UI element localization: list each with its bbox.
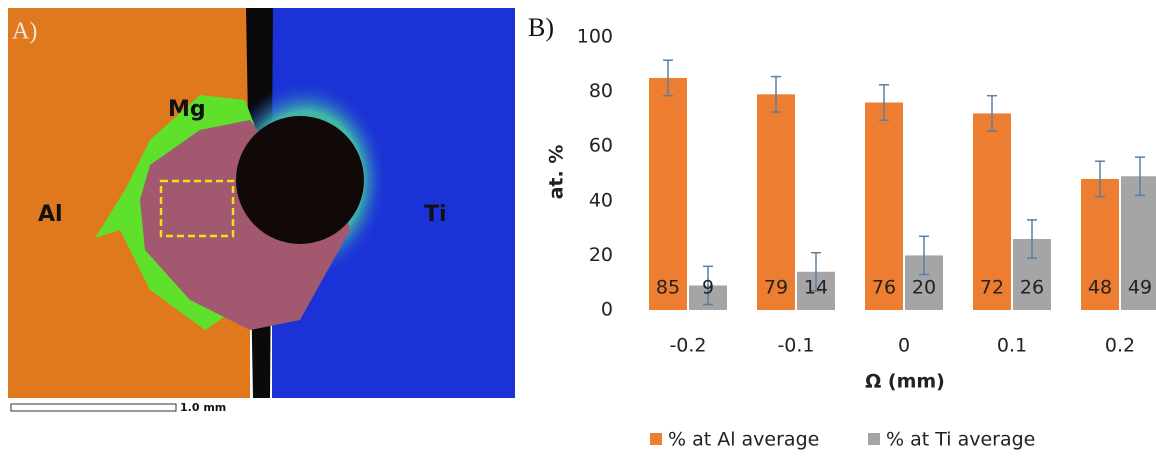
error-bar — [663, 59, 673, 97]
x-tick-label: -0.1 — [777, 335, 814, 357]
y-tick-label: 40 — [589, 189, 613, 211]
x-tick-label: -0.2 — [669, 335, 706, 357]
region-label: Ti — [424, 202, 447, 227]
bar — [757, 94, 795, 310]
panel-label: A) — [12, 19, 37, 45]
scale-label: 1.0 mm — [180, 401, 226, 414]
scale-bar — [10, 403, 177, 412]
value-label: 20 — [912, 277, 936, 299]
error-bar — [1027, 219, 1037, 259]
y-axis-title: at. % — [546, 145, 568, 200]
x-axis-title: Ω (mm) — [865, 371, 945, 393]
value-label: 72 — [980, 277, 1004, 299]
error-bar — [703, 265, 713, 306]
legend-label: % at Al average — [668, 429, 819, 451]
region-label: Al — [38, 202, 63, 227]
region-label: Mg — [168, 97, 206, 122]
legend-swatch — [650, 433, 662, 445]
y-tick-label: 0 — [601, 299, 613, 321]
error-bar — [811, 251, 821, 292]
value-label: 48 — [1088, 277, 1112, 299]
bar — [973, 113, 1011, 310]
error-bar — [879, 84, 889, 122]
x-tick-label: 0.1 — [997, 335, 1027, 357]
micrograph: A) Mg Al Ti 1.0 mm — [8, 8, 515, 414]
legend-swatch — [868, 433, 880, 445]
value-label: 14 — [804, 277, 828, 299]
bar — [1081, 178, 1119, 310]
value-label: 76 — [872, 277, 896, 299]
bar — [649, 77, 687, 310]
value-label: 49 — [1128, 277, 1152, 299]
y-tick-label: 100 — [577, 26, 613, 48]
error-bar — [987, 94, 997, 132]
bar — [865, 102, 903, 311]
error-bar — [1135, 156, 1145, 197]
y-tick-label: 60 — [589, 135, 613, 157]
panel-label: B) — [528, 13, 554, 42]
y-tick-label: 80 — [589, 80, 613, 102]
error-bar — [919, 235, 929, 276]
value-label: 85 — [656, 277, 680, 299]
y-tick-label: 20 — [589, 244, 613, 266]
legend-label: % at Ti average — [886, 429, 1035, 451]
selection-box — [159, 179, 235, 238]
bar — [1121, 176, 1156, 310]
x-tick-label: 0.2 — [1105, 335, 1135, 357]
value-label: 9 — [702, 277, 714, 299]
error-bar — [771, 75, 781, 113]
error-bar — [1095, 160, 1105, 198]
x-tick-label: 0 — [898, 335, 910, 357]
hole — [236, 116, 364, 244]
value-label: 26 — [1020, 277, 1044, 299]
value-label: 79 — [764, 277, 788, 299]
